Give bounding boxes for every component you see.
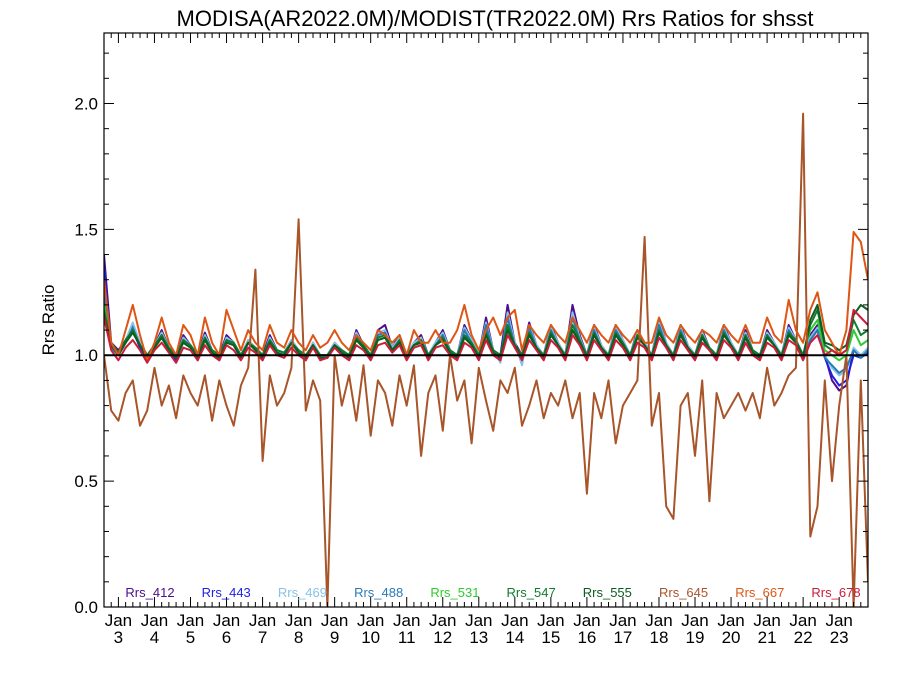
y-tick-label: 0.5 [74, 472, 98, 491]
x-tick-label-month: Jan [429, 611, 456, 630]
x-tick-label-day: 16 [577, 628, 596, 647]
y-tick-label: 1.5 [74, 220, 98, 239]
x-tick-label-day: 4 [150, 628, 159, 647]
x-tick-label-day: 18 [650, 628, 669, 647]
series-line-rrs-555 [104, 303, 868, 359]
x-tick-label-month: Jan [105, 611, 132, 630]
x-tick-label-day: 15 [541, 628, 560, 647]
x-tick-label-month: Jan [393, 611, 420, 630]
x-tick-label-day: 8 [294, 628, 303, 647]
x-tick-label-day: 23 [830, 628, 849, 647]
x-tick-label-month: Jan [645, 611, 672, 630]
legend-entry-rrs-488: Rrs_488 [354, 585, 403, 600]
x-tick-label-day: 9 [330, 628, 339, 647]
x-tick-label-month: Jan [573, 611, 600, 630]
x-tick-label-day: 14 [505, 628, 524, 647]
x-tick-label-day: 19 [686, 628, 705, 647]
legend: Rrs_412 Rrs_443 Rrs_469 Rrs_488 Rrs_531 Rrs_5… [125, 585, 860, 600]
x-tick-label-month: Jan [285, 611, 312, 630]
y-tick-label: 2.0 [74, 94, 98, 113]
series-line-rrs-645 [104, 112, 868, 607]
series-group [104, 112, 868, 607]
x-tick-label-month: Jan [177, 611, 204, 630]
y-tick-label: 0.0 [74, 598, 98, 617]
x-tick-label-day: 10 [361, 628, 380, 647]
x-axis-ticks: Jan3Jan4Jan5Jan6Jan7Jan8Jan9Jan10Jan11Ja… [103, 33, 869, 647]
x-tick-label-month: Jan [537, 611, 564, 630]
x-tick-label-month: Jan [249, 611, 276, 630]
legend-entry-rrs-667: Rrs_667 [735, 585, 784, 600]
x-tick-label-day: 20 [722, 628, 741, 647]
x-tick-label-month: Jan [681, 611, 708, 630]
x-tick-label-month: Jan [501, 611, 528, 630]
legend-entry-rrs-547: Rrs_547 [507, 585, 556, 600]
legend-entry-rrs-531: Rrs_531 [430, 585, 479, 600]
legend-entry-rrs-555: Rrs_555 [583, 585, 632, 600]
x-tick-label-month: Jan [717, 611, 744, 630]
x-tick-label-month: Jan [753, 611, 780, 630]
series-line-rrs-667 [104, 230, 868, 362]
x-tick-label-day: 5 [186, 628, 195, 647]
x-tick-label-month: Jan [465, 611, 492, 630]
x-tick-label-day: 21 [758, 628, 777, 647]
x-tick-label-month: Jan [141, 611, 168, 630]
x-tick-label-month: Jan [825, 611, 852, 630]
y-axis-label: Rrs Ratio [39, 285, 58, 356]
legend-entry-rrs-443: Rrs_443 [202, 585, 251, 600]
x-tick-label-month: Jan [357, 611, 384, 630]
x-tick-label-day: 7 [258, 628, 267, 647]
x-tick-label-day: 17 [613, 628, 632, 647]
legend-entry-rrs-412: Rrs_412 [125, 585, 174, 600]
x-tick-label-month: Jan [609, 611, 636, 630]
legend-entry-rrs-678: Rrs_678 [811, 585, 860, 600]
x-tick-label-day: 3 [114, 628, 123, 647]
x-tick-label-month: Jan [213, 611, 240, 630]
legend-entry-rrs-645: Rrs_645 [659, 585, 708, 600]
x-tick-label-month: Jan [321, 611, 348, 630]
y-tick-label: 1.0 [74, 346, 98, 365]
x-tick-label-day: 6 [222, 628, 231, 647]
y-axis-ticks: 0.0 0.5 1.0 1.5 2.0 [74, 52, 868, 617]
legend-entry-rrs-469: Rrs_469 [278, 585, 327, 600]
x-tick-label-day: 13 [469, 628, 488, 647]
x-tick-label-month: Jan [789, 611, 816, 630]
x-tick-label-day: 12 [433, 628, 452, 647]
chart-title: MODISA(AR2022.0M)/MODIST(TR2022.0M) Rrs … [177, 6, 814, 31]
x-tick-label-day: 11 [398, 628, 416, 647]
x-tick-label-day: 22 [794, 628, 813, 647]
